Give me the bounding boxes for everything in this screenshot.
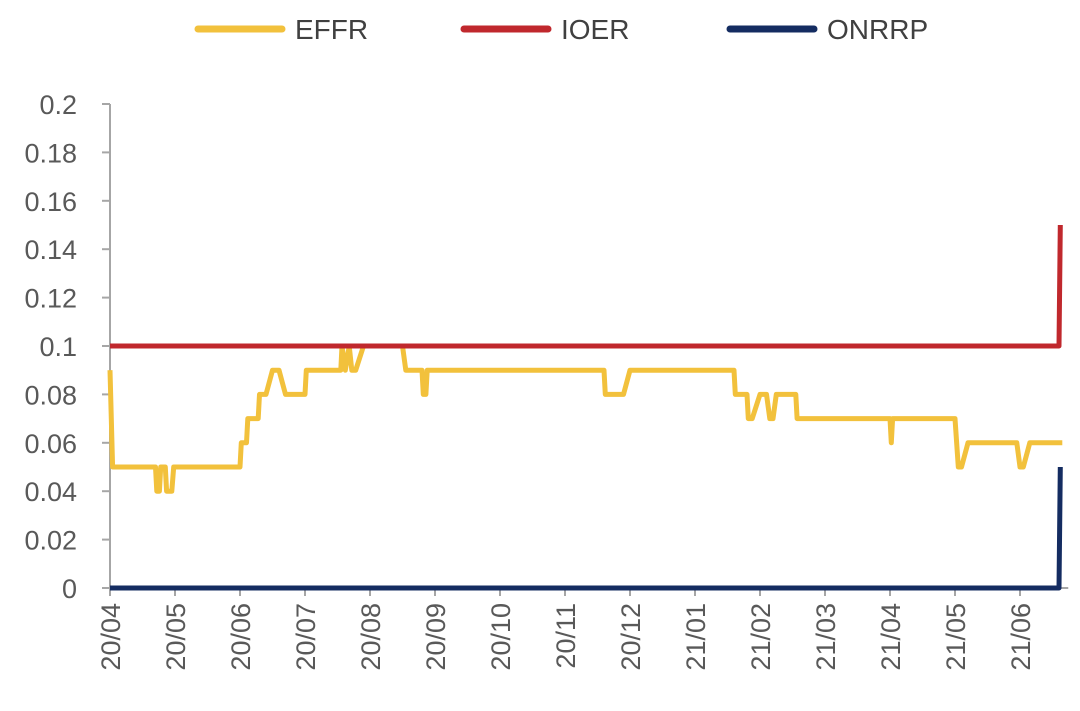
legend-item-onrrp: ONRRP: [726, 14, 928, 45]
x-tick-label: 20/04: [96, 603, 126, 671]
y-tick-label: 0.08: [24, 380, 77, 410]
x-tick-label: 21/01: [681, 603, 711, 671]
x-tick-label: 20/06: [226, 603, 256, 671]
legend-item-effr: EFFR: [194, 14, 368, 45]
y-tick-label: 0.2: [39, 90, 77, 120]
legend-item-ioer: IOER: [460, 14, 629, 45]
series-line-effr: [107, 343, 1063, 494]
legend: EFFR IOER ONRRP: [194, 14, 928, 45]
y-tick-label: 0.16: [24, 187, 77, 217]
y-axis: 0 0.02 0.04 0.06 0.08 0.1 0.12 0.14 0.16 0.18 0.2: [24, 90, 111, 604]
x-tick-label: 20/05: [161, 603, 191, 671]
x-tick-label: 20/12: [616, 603, 646, 671]
series-line-ioer: [110, 224, 1063, 349]
x-tick-label: 20/10: [486, 603, 516, 671]
x-tick-label: 21/05: [941, 603, 971, 671]
y-tick-label: 0.12: [24, 284, 77, 314]
x-axis: 20/04 20/05 20/06 20/07 20/08 20/09 20/10 20/11…: [96, 587, 1069, 671]
y-tick-label: 0.1: [39, 332, 77, 362]
y-tick-label: 0.18: [24, 138, 77, 168]
series-line-onrrp: [110, 466, 1063, 591]
x-tick-label: 20/09: [421, 603, 451, 671]
y-tick-label: 0.14: [24, 235, 77, 265]
x-tick-label: 21/06: [1006, 603, 1036, 671]
y-tick-label: 0.06: [24, 429, 77, 459]
y-tick-label: 0.04: [24, 477, 77, 507]
x-tick-label: 21/04: [876, 603, 906, 671]
y-tick-label: 0.02: [24, 526, 77, 556]
plot-lines: [107, 224, 1063, 591]
x-tick-label: 20/11: [551, 603, 581, 669]
legend-label: EFFR: [295, 14, 368, 45]
x-tick-label: 20/07: [291, 603, 321, 671]
x-tick-label: 21/03: [811, 603, 841, 671]
x-tick-label: 21/02: [746, 603, 776, 671]
legend-label: ONRRP: [827, 14, 928, 45]
y-tick-label: 0: [62, 574, 77, 604]
x-tick-label: 20/08: [356, 603, 386, 671]
legend-label: IOER: [561, 14, 629, 45]
